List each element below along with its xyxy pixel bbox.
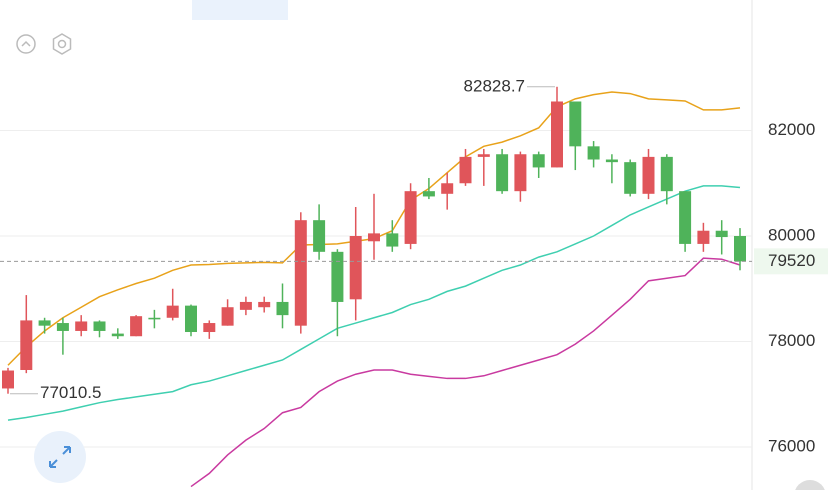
corner-button[interactable] <box>794 480 826 490</box>
candle-body <box>239 301 252 310</box>
collapse-icon[interactable] <box>16 34 36 54</box>
candle-body <box>20 320 33 370</box>
candle-body <box>56 323 69 331</box>
tab[interactable] <box>192 0 288 20</box>
expand-button[interactable] <box>34 431 86 483</box>
y-tick-label: 82000 <box>768 120 815 139</box>
candle-body <box>331 251 344 302</box>
candle-body <box>477 154 490 157</box>
y-tick-label: 80000 <box>768 225 815 244</box>
plot: 76000 78000 80000 82000 <box>0 86 815 488</box>
candle-body <box>276 301 289 316</box>
band-line <box>7 185 741 421</box>
candle-body <box>38 320 51 326</box>
candle-body <box>404 191 417 244</box>
candle-body <box>605 159 618 163</box>
candle-body <box>514 154 527 192</box>
candle-body <box>258 301 271 308</box>
candle-body <box>679 191 692 244</box>
candle-body <box>496 154 509 192</box>
candle-body <box>459 156 472 184</box>
y-tick-label: 76000 <box>768 436 815 455</box>
candle-body <box>93 321 106 331</box>
candle-body <box>203 323 216 333</box>
candle-body <box>166 305 179 318</box>
candle-body <box>2 370 14 389</box>
candle-body <box>441 183 454 194</box>
band-line <box>190 257 741 488</box>
settings-icon[interactable] <box>52 33 72 55</box>
candle-body <box>313 220 326 252</box>
candle-body <box>569 101 582 147</box>
candle-body <box>715 230 728 238</box>
candle-body <box>111 333 124 337</box>
candle-body <box>660 156 673 192</box>
candle-body <box>734 236 746 262</box>
annotation: 77010.5 <box>40 383 101 402</box>
candle-body <box>624 162 637 194</box>
candle-body <box>551 101 563 168</box>
last-price-label: 79520 <box>768 251 815 270</box>
candle-body <box>148 317 161 320</box>
candle-body <box>642 156 655 194</box>
candle-body <box>349 236 362 300</box>
candle-body <box>697 230 710 244</box>
candle-body <box>130 316 143 337</box>
candle-body <box>368 233 380 242</box>
candle-body <box>185 305 197 333</box>
last-price-box <box>754 248 828 275</box>
candle-body <box>386 233 399 247</box>
y-tick-label: 78000 <box>768 331 815 350</box>
annotation: 82828.7 <box>464 76 525 95</box>
candle-body <box>294 220 307 326</box>
candle-body <box>532 154 545 168</box>
candle-body <box>75 321 88 331</box>
candle-body <box>221 307 234 326</box>
candle-body <box>587 146 600 160</box>
candle-body <box>422 191 435 197</box>
